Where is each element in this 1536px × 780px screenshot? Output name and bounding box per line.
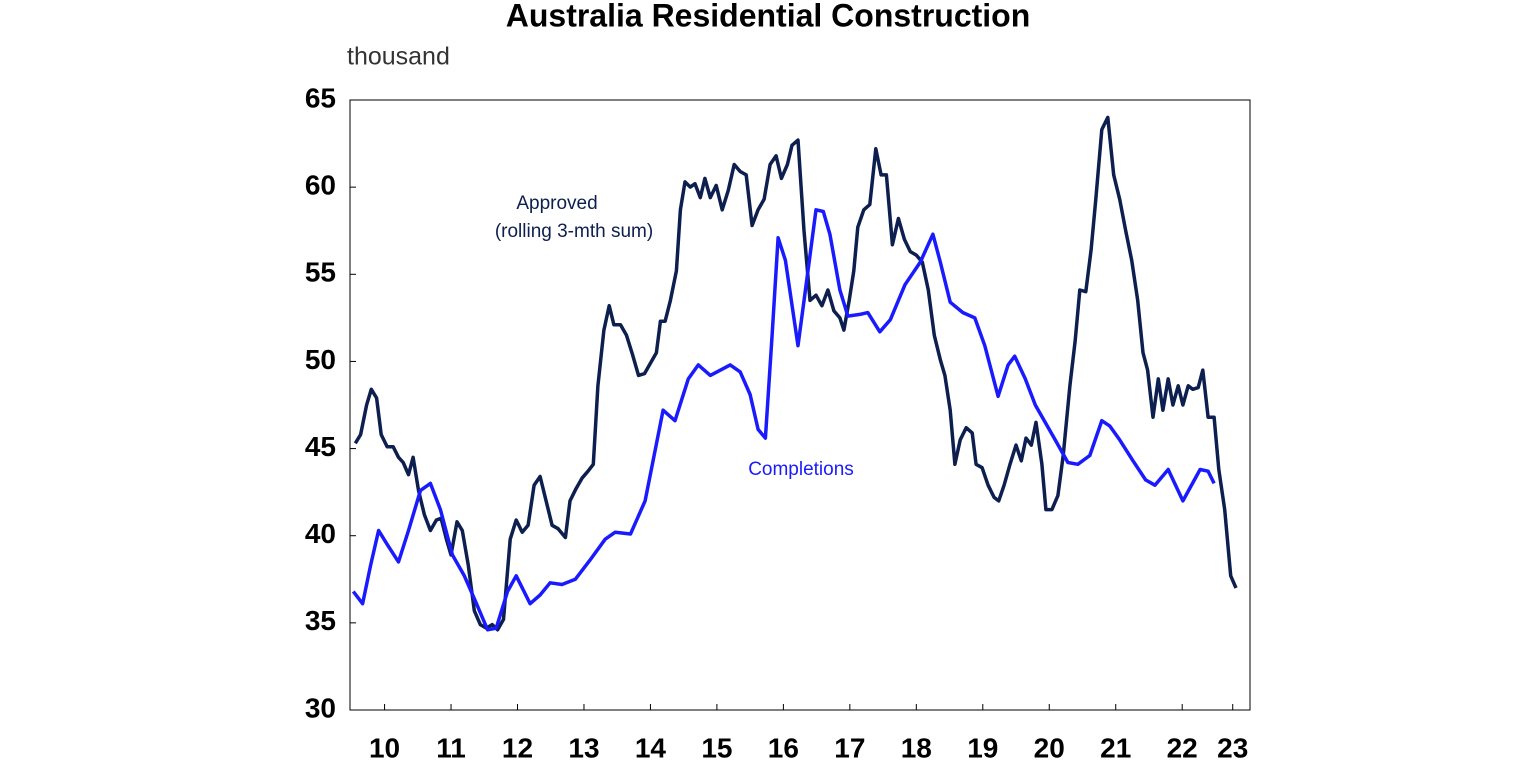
annotation: Completions bbox=[748, 459, 854, 480]
x-tick-label: 17 bbox=[834, 732, 865, 763]
x-tick-label: 19 bbox=[967, 732, 998, 763]
x-tick-label: 12 bbox=[502, 732, 533, 763]
annotation: Approved bbox=[516, 193, 597, 214]
y-tick-label: 30 bbox=[305, 692, 336, 723]
x-tick-label: 16 bbox=[768, 732, 799, 763]
y-tick-label: 35 bbox=[305, 605, 336, 636]
x-tick-label: 21 bbox=[1100, 732, 1131, 763]
chart-title: Australia Residential Construction bbox=[506, 0, 1031, 33]
y-tick-label: 40 bbox=[305, 518, 336, 549]
series-line bbox=[351, 208, 1216, 632]
y-tick-label: 45 bbox=[305, 431, 336, 462]
x-tick-label: 18 bbox=[901, 732, 932, 763]
y-tick-label: 65 bbox=[305, 82, 336, 113]
y-tick-label: 50 bbox=[305, 344, 336, 375]
x-tick-label: 11 bbox=[436, 732, 466, 763]
plot-frame bbox=[349, 99, 1251, 711]
x-tick-label: 13 bbox=[568, 732, 599, 763]
y-axis-unit: thousand bbox=[347, 43, 450, 71]
y-tick-label: 60 bbox=[305, 170, 336, 201]
x-tick-label: 15 bbox=[701, 732, 732, 763]
x-tick-label: 10 bbox=[369, 732, 400, 763]
annotation: (rolling 3-mth sum) bbox=[495, 221, 653, 242]
y-tick-label: 55 bbox=[305, 257, 336, 288]
x-tick-label: 14 bbox=[635, 732, 667, 763]
x-tick-label: 22 bbox=[1167, 732, 1198, 763]
x-tick-label: 20 bbox=[1034, 732, 1065, 763]
x-tick-label: 23 bbox=[1217, 732, 1248, 763]
series-line bbox=[353, 115, 1238, 632]
